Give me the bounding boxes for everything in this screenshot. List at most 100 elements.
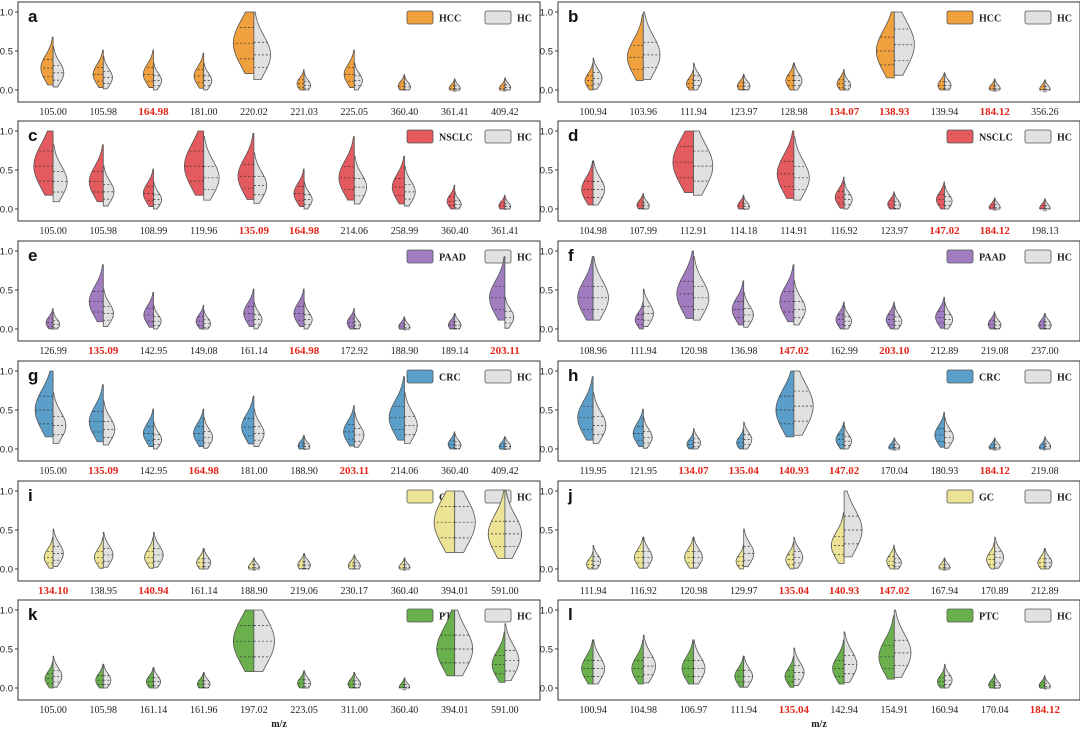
violin-half-hc — [52, 46, 65, 88]
violin-half-case — [832, 639, 845, 685]
x-tick-label: 394.01 — [441, 586, 469, 597]
violin-164.98 — [293, 168, 313, 210]
violin-half-case — [676, 250, 694, 319]
violin-164.98 — [293, 288, 313, 330]
violin-half-case — [731, 280, 745, 326]
x-tick-label: 161.14 — [240, 346, 268, 357]
legend-swatch — [484, 10, 512, 25]
violin-108.96 — [577, 256, 609, 321]
violin-203.10 — [885, 301, 903, 330]
violin-half-case — [193, 408, 205, 447]
violin-154.91 — [878, 609, 912, 680]
x-tick-label: 105.98 — [90, 705, 118, 716]
x-tick-label: 134.07 — [678, 465, 709, 477]
violin-138.95 — [94, 531, 114, 569]
y-tick-label: 0.5 — [540, 526, 553, 537]
panel-letter: f — [568, 246, 574, 265]
panel-h: 0.0 0.5 1.0 h CRC HC 119.95 121.95 134.07 135.04 1… — [540, 360, 1080, 477]
legend-label: PAAD — [979, 253, 1006, 264]
legend-label: HC — [1057, 373, 1072, 384]
violin-half-hc — [592, 392, 607, 444]
violin-half-hc — [153, 667, 161, 689]
panel-b: 0.0 0.5 1.0 b HCC HC 100.94 103.96 111.94 123.97 1… — [540, 1, 1080, 118]
violin-half-case — [937, 667, 945, 689]
y-tick-label: 0.0 — [540, 684, 553, 695]
x-tick-label: 140.93 — [829, 585, 860, 597]
violin-258.99 — [391, 155, 416, 207]
violin-half-case — [775, 370, 795, 438]
violin-half-case — [343, 405, 355, 447]
legend: GC HC — [946, 489, 1072, 504]
violin-half-case — [935, 181, 945, 210]
violin-221.03 — [296, 69, 312, 91]
x-axis-title: m/z — [271, 719, 287, 730]
x-tick-label: 223.05 — [290, 705, 318, 716]
x-tick-label: 181.00 — [240, 466, 268, 477]
panel-a: 0.0 0.5 1.0 a HCC HC 105.00 105.98 164.98 181.00 2… — [0, 1, 541, 118]
violin-197.02 — [232, 609, 275, 673]
x-tick-label: 126.99 — [39, 346, 67, 357]
violin-half-case — [581, 639, 594, 685]
legend-label: HC — [517, 493, 532, 504]
violin-164.98 — [193, 408, 213, 449]
violin-half-hc — [404, 165, 416, 207]
violin-half-hc — [642, 416, 653, 449]
violin-half-case — [584, 62, 594, 91]
panel-frame — [557, 480, 1080, 582]
legend: CRC HC — [406, 369, 532, 384]
violin-107.99 — [636, 193, 650, 210]
violin-129.97 — [735, 528, 755, 570]
legend-label: HC — [517, 373, 532, 384]
violin-360.40 — [397, 74, 411, 91]
violin-half-case — [88, 144, 104, 203]
legend-label: HC — [1057, 133, 1072, 144]
x-tick-label: 105.98 — [90, 226, 118, 237]
violin-half-hc — [303, 301, 313, 330]
violin-134.07 — [836, 69, 852, 91]
violin-106.97 — [681, 639, 706, 685]
violin-half-hc — [102, 56, 113, 90]
legend-label: HC — [517, 133, 532, 144]
panel-letter: g — [28, 366, 38, 385]
y-tick-label: 0.5 — [540, 286, 553, 297]
violin-116.92 — [834, 176, 853, 210]
violin-half-case — [581, 160, 594, 206]
x-tick-label: 219.06 — [290, 586, 318, 597]
violin-half-hc — [404, 75, 411, 91]
panel-e: 0.0 0.5 1.0 e PAAD HC 126.99 135.09 142.95 149.08… — [0, 240, 541, 357]
violin-half-case — [586, 551, 594, 570]
y-tick-label: 1.0 — [0, 367, 13, 378]
violin-half-hc — [102, 165, 115, 207]
violin-half-hc — [253, 301, 263, 330]
violin-104.98 — [581, 160, 605, 206]
x-tick-label: 111.94 — [630, 346, 657, 357]
violin-184.12 — [1038, 675, 1051, 690]
violin-105.98 — [92, 49, 113, 90]
violin-half-hc — [454, 609, 474, 677]
legend-swatch — [946, 608, 974, 623]
violin-half-case — [489, 256, 506, 321]
violin-147.02 — [835, 421, 853, 450]
y-tick-label: 0.0 — [0, 684, 13, 695]
violin-111.94 — [634, 288, 654, 330]
violin-half-hc — [642, 11, 661, 80]
violin-half-hc — [743, 421, 753, 450]
x-tick-label: 142.94 — [830, 705, 858, 716]
violin-half-hc — [693, 536, 703, 569]
violin-147.02 — [779, 264, 806, 326]
violin-half-hc — [693, 639, 706, 685]
x-tick-label: 164.98 — [138, 106, 169, 118]
violin-half-case — [241, 395, 255, 445]
x-tick-label: 356.26 — [1031, 107, 1059, 118]
violin-103.96 — [627, 11, 661, 81]
x-tick-label: 135.09 — [239, 225, 270, 237]
legend: NSCLC HC — [406, 129, 532, 144]
violin-half-hc — [203, 136, 220, 201]
y-tick-label: 0.5 — [540, 406, 553, 417]
violin-half-case — [577, 376, 594, 441]
violin-184.12 — [988, 197, 1001, 211]
violin-half-hc — [994, 536, 1004, 569]
violin-139.94 — [937, 72, 952, 91]
x-tick-label: 188.90 — [240, 586, 268, 597]
x-tick-label: 360.40 — [391, 107, 419, 118]
